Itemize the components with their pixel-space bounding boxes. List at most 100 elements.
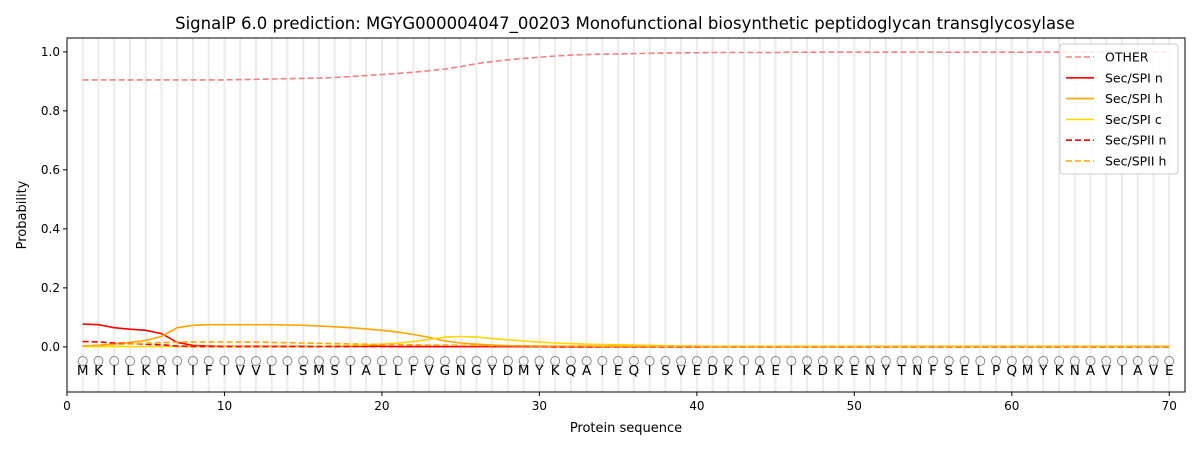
residue-label: S xyxy=(661,363,670,379)
legend-label: Sec/SPII n xyxy=(1105,133,1166,148)
residue-label: N xyxy=(1070,363,1080,379)
residue-label: I xyxy=(191,363,195,379)
residue-marker xyxy=(1022,356,1033,367)
residue-marker xyxy=(975,356,986,367)
legend-box xyxy=(1059,43,1179,175)
residue-label: Y xyxy=(881,363,891,379)
residue-marker xyxy=(109,356,120,367)
residue-label: N xyxy=(865,363,875,379)
residue-label: P xyxy=(992,363,1000,379)
residue-label: I xyxy=(222,363,226,379)
residue-label: S xyxy=(330,363,339,379)
residue-marker xyxy=(550,356,561,367)
residue-marker xyxy=(676,356,687,367)
legend-label: OTHER xyxy=(1105,50,1149,65)
residue-marker xyxy=(376,356,387,367)
residue-marker xyxy=(77,356,88,367)
residue-label: E xyxy=(771,363,780,379)
residue-marker xyxy=(802,356,813,367)
residue-label: Q xyxy=(566,363,577,379)
residue-label: I xyxy=(742,363,746,379)
legend-label: Sec/SPII h xyxy=(1105,154,1166,169)
y-tick-label: 0.0 xyxy=(41,340,60,354)
residue-marker xyxy=(1085,356,1096,367)
residue-label: M xyxy=(1022,363,1034,379)
series-line-sec-spii-h xyxy=(82,341,1170,348)
residue-marker xyxy=(329,356,340,367)
residue-marker xyxy=(833,356,844,367)
x-tick-label: 60 xyxy=(1004,399,1019,413)
residue-marker xyxy=(1006,356,1017,367)
residue-label: V xyxy=(251,363,261,379)
residue-marker xyxy=(928,356,939,367)
residue-marker xyxy=(1101,356,1112,367)
residue-marker xyxy=(1164,356,1175,367)
residue-label: M xyxy=(518,363,530,379)
residue-label: F xyxy=(205,363,213,379)
residue-label: K xyxy=(803,363,813,379)
residue-label: D xyxy=(503,363,513,379)
residue-label: F xyxy=(929,363,937,379)
residue-label: A xyxy=(1086,363,1096,379)
residue-marker xyxy=(471,356,482,367)
residue-label: G xyxy=(440,363,450,379)
residue-marker xyxy=(1054,356,1065,367)
residue-label: K xyxy=(724,363,734,379)
residue-label: L xyxy=(378,363,386,379)
residue-marker xyxy=(156,356,167,367)
x-tick-label: 20 xyxy=(374,399,389,413)
x-tick-label: 30 xyxy=(532,399,547,413)
residue-label: I xyxy=(648,363,652,379)
residue-label: I xyxy=(285,363,289,379)
residue-label: E xyxy=(614,363,623,379)
residue-label: V xyxy=(236,363,246,379)
residue-marker xyxy=(644,356,655,367)
residue-marker xyxy=(93,356,104,367)
residue-marker xyxy=(140,356,151,367)
residue-marker xyxy=(439,356,450,367)
residue-label: V xyxy=(1102,363,1112,379)
legend-label: Sec/SPI c xyxy=(1105,112,1162,127)
residue-label: I xyxy=(175,363,179,379)
legend-label: Sec/SPI n xyxy=(1105,70,1163,85)
series-line-sec-spi-h xyxy=(82,323,1170,348)
residue-label: E xyxy=(960,363,969,379)
residue-label: R xyxy=(157,363,166,379)
residue-label: N xyxy=(456,363,466,379)
y-tick-label: 0.8 xyxy=(41,104,60,118)
x-tick-label: 10 xyxy=(217,399,232,413)
residue-marker xyxy=(1069,356,1080,367)
residue-marker xyxy=(865,356,876,367)
residue-label: Q xyxy=(629,363,640,379)
legend-label: Sec/SPI h xyxy=(1105,91,1163,106)
residue-label: V xyxy=(425,363,435,379)
y-axis-ticks: 0.0 0.2 0.4 0.6 0.8 1.0 xyxy=(41,45,67,354)
series-lines xyxy=(82,51,1170,348)
residue-marker xyxy=(298,356,309,367)
residue-marker xyxy=(424,356,435,367)
residue-marker xyxy=(613,356,624,367)
residue-marker xyxy=(1117,356,1128,367)
residue-marker xyxy=(770,356,781,367)
x-tick-label: 50 xyxy=(847,399,862,413)
gridlines xyxy=(81,38,1171,392)
residue-marker xyxy=(754,356,765,367)
residue-marker xyxy=(203,356,214,367)
residue-marker xyxy=(565,356,576,367)
y-tick-label: 0.4 xyxy=(41,222,60,236)
residue-label: A xyxy=(582,363,592,379)
residue-label: Q xyxy=(1006,363,1017,379)
residue-label: T xyxy=(896,363,906,379)
x-axis-ticks: 0 10 20 30 40 50 60 70 xyxy=(63,392,1177,413)
residue-label: E xyxy=(850,363,859,379)
residue-marker xyxy=(313,356,324,367)
residue-label: I xyxy=(348,363,352,379)
residue-marker xyxy=(487,356,498,367)
residue-marker xyxy=(739,356,750,367)
residue-marker xyxy=(534,356,545,367)
residue-marker xyxy=(282,356,293,367)
residue-marker xyxy=(266,356,277,367)
residue-label: D xyxy=(818,363,828,379)
